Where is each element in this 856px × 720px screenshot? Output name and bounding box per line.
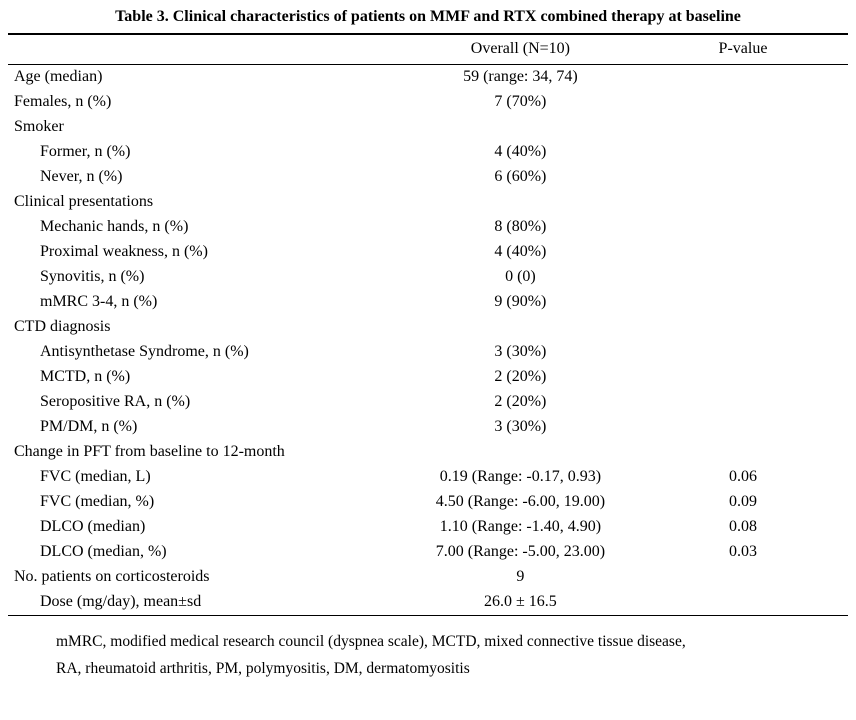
row-pvalue: [638, 165, 848, 190]
row-label: Antisynthetase Syndrome, n (%): [40, 343, 249, 360]
row-label: mMRC 3-4, n (%): [40, 293, 158, 310]
row-label: Seropositive RA, n (%): [40, 393, 191, 410]
table-row: Dose (mg/day), mean±sd 26.0 ± 16.5: [8, 590, 848, 616]
row-overall-value: 3 (30%): [494, 343, 547, 360]
row-overall-value: 4 (40%): [494, 143, 547, 160]
row-label: Former, n (%): [40, 143, 131, 160]
table-row: Females, n (%) 7 (70%): [8, 90, 848, 115]
table-footnote: mMRC, modified medical research council …: [56, 628, 848, 682]
row-pvalue: [638, 215, 848, 240]
table-row: Change in PFT from baseline to 12-month: [8, 440, 848, 465]
row-pvalue: [638, 365, 848, 390]
row-overall-value: 0 (0): [505, 268, 536, 285]
clinical-characteristics-table: Overall (N=10) P-value Age (median) 59 (r…: [8, 35, 848, 616]
row-overall-value: [403, 115, 638, 140]
row-pvalue: [638, 440, 848, 465]
row-overall-value: 9: [516, 568, 525, 585]
table-row: Former, n (%) 4 (40%): [8, 140, 848, 165]
row-overall-value: [403, 190, 638, 215]
row-pvalue: [638, 140, 848, 165]
row-label: Change in PFT from baseline to 12-month: [14, 443, 285, 460]
table-row: FVC (median, L) 0.19 (Range: -0.17, 0.93)…: [8, 465, 848, 490]
row-label: Females, n (%): [14, 93, 112, 110]
row-pvalue: 0.09: [728, 493, 757, 510]
row-pvalue: 0.06: [728, 468, 757, 485]
footnote-line-1: mMRC, modified medical research council …: [56, 633, 686, 650]
row-overall-value: 7.00 (Range: -5.00, 23.00): [435, 543, 606, 560]
row-label: Proximal weakness, n (%): [40, 243, 208, 260]
row-label: FVC (median, L): [40, 468, 151, 485]
table-row: Age (median) 59 (range: 34, 74): [8, 65, 848, 91]
row-label: DLCO (median): [40, 518, 146, 535]
row-label: PM/DM, n (%): [40, 418, 138, 435]
row-overall-value: [403, 440, 638, 465]
table-row: Proximal weakness, n (%) 4 (40%): [8, 240, 848, 265]
row-pvalue: [638, 190, 848, 215]
row-pvalue: [638, 65, 848, 91]
row-overall-value: 8 (80%): [494, 218, 547, 235]
table-row: Synovitis, n (%) 0 (0): [8, 265, 848, 290]
row-pvalue: [638, 590, 848, 616]
row-pvalue: [638, 340, 848, 365]
row-overall-value: 26.0 ± 16.5: [484, 593, 557, 610]
row-pvalue: [638, 115, 848, 140]
table-row: mMRC 3-4, n (%) 9 (90%): [8, 290, 848, 315]
table-title: Table 3. Clinical characteristics of pat…: [8, 4, 848, 35]
row-label: Dose (mg/day), mean±sd: [40, 593, 202, 610]
header-overall-column: Overall (N=10): [402, 35, 638, 65]
row-overall-value: 7 (70%): [494, 93, 547, 110]
row-overall-value: 1.10 (Range: -1.40, 4.90): [439, 518, 602, 535]
row-label: Age (median): [14, 68, 103, 85]
row-overall-value: 9 (90%): [494, 293, 547, 310]
footnote-line-2: RA, rheumatoid arthritis, PM, polymyosit…: [56, 660, 470, 678]
header-row: Overall (N=10) P-value: [8, 35, 848, 65]
row-pvalue: 0.03: [728, 543, 757, 560]
table-row: Mechanic hands, n (%) 8 (80%): [8, 215, 848, 240]
row-overall-value: 4 (40%): [494, 243, 547, 260]
row-label: DLCO (median, %): [40, 543, 167, 560]
table-row: CTD diagnosis: [8, 315, 848, 340]
table-row: Smoker: [8, 115, 848, 140]
row-pvalue: [638, 90, 848, 115]
table-row: No. patients on corticosteroids 9: [8, 565, 848, 590]
row-label: CTD diagnosis: [14, 318, 111, 335]
row-overall-value: 0.19 (Range: -0.17, 0.93): [439, 468, 602, 485]
header-pvalue-column: P-value: [637, 35, 848, 65]
row-label: Mechanic hands, n (%): [40, 218, 189, 235]
table-row: Clinical presentations: [8, 190, 848, 215]
row-overall-value: [403, 315, 638, 340]
row-overall-value: 2 (20%): [494, 368, 547, 385]
row-pvalue: [638, 390, 848, 415]
row-pvalue: [638, 415, 848, 440]
table-row: DLCO (median) 1.10 (Range: -1.40, 4.90) 0.…: [8, 515, 848, 540]
table-row: Seropositive RA, n (%) 2 (20%): [8, 390, 848, 415]
row-label: MCTD, n (%): [40, 368, 131, 385]
row-pvalue: [638, 315, 848, 340]
row-overall-value: 6 (60%): [494, 168, 547, 185]
row-label: No. patients on corticosteroids: [14, 568, 210, 585]
table-row: PM/DM, n (%) 3 (30%): [8, 415, 848, 440]
row-overall-value: 4.50 (Range: -6.00, 19.00): [435, 493, 606, 510]
table-row: Antisynthetase Syndrome, n (%) 3 (30%): [8, 340, 848, 365]
table-row: MCTD, n (%) 2 (20%): [8, 365, 848, 390]
table-row: DLCO (median, %) 7.00 (Range: -5.00, 23.0…: [8, 540, 848, 565]
row-label: FVC (median, %): [40, 493, 155, 510]
header-label-column: [8, 35, 403, 65]
row-pvalue: 0.08: [728, 518, 757, 535]
table-body: Age (median) 59 (range: 34, 74) Females, n…: [8, 65, 848, 616]
row-overall-value: 2 (20%): [494, 393, 547, 410]
row-pvalue: [638, 290, 848, 315]
row-label: Synovitis, n (%): [40, 268, 145, 285]
row-pvalue: [638, 565, 848, 590]
row-overall-value: 59 (range: 34, 74): [463, 68, 578, 85]
row-label: Smoker: [14, 118, 64, 135]
table-row: FVC (median, %) 4.50 (Range: -6.00, 19.00…: [8, 490, 848, 515]
row-pvalue: [638, 240, 848, 265]
table-row: Never, n (%) 6 (60%): [8, 165, 848, 190]
row-pvalue: [638, 265, 848, 290]
row-label: Clinical presentations: [14, 193, 154, 210]
row-overall-value: 3 (30%): [494, 418, 547, 435]
row-label: Never, n (%): [40, 168, 123, 185]
